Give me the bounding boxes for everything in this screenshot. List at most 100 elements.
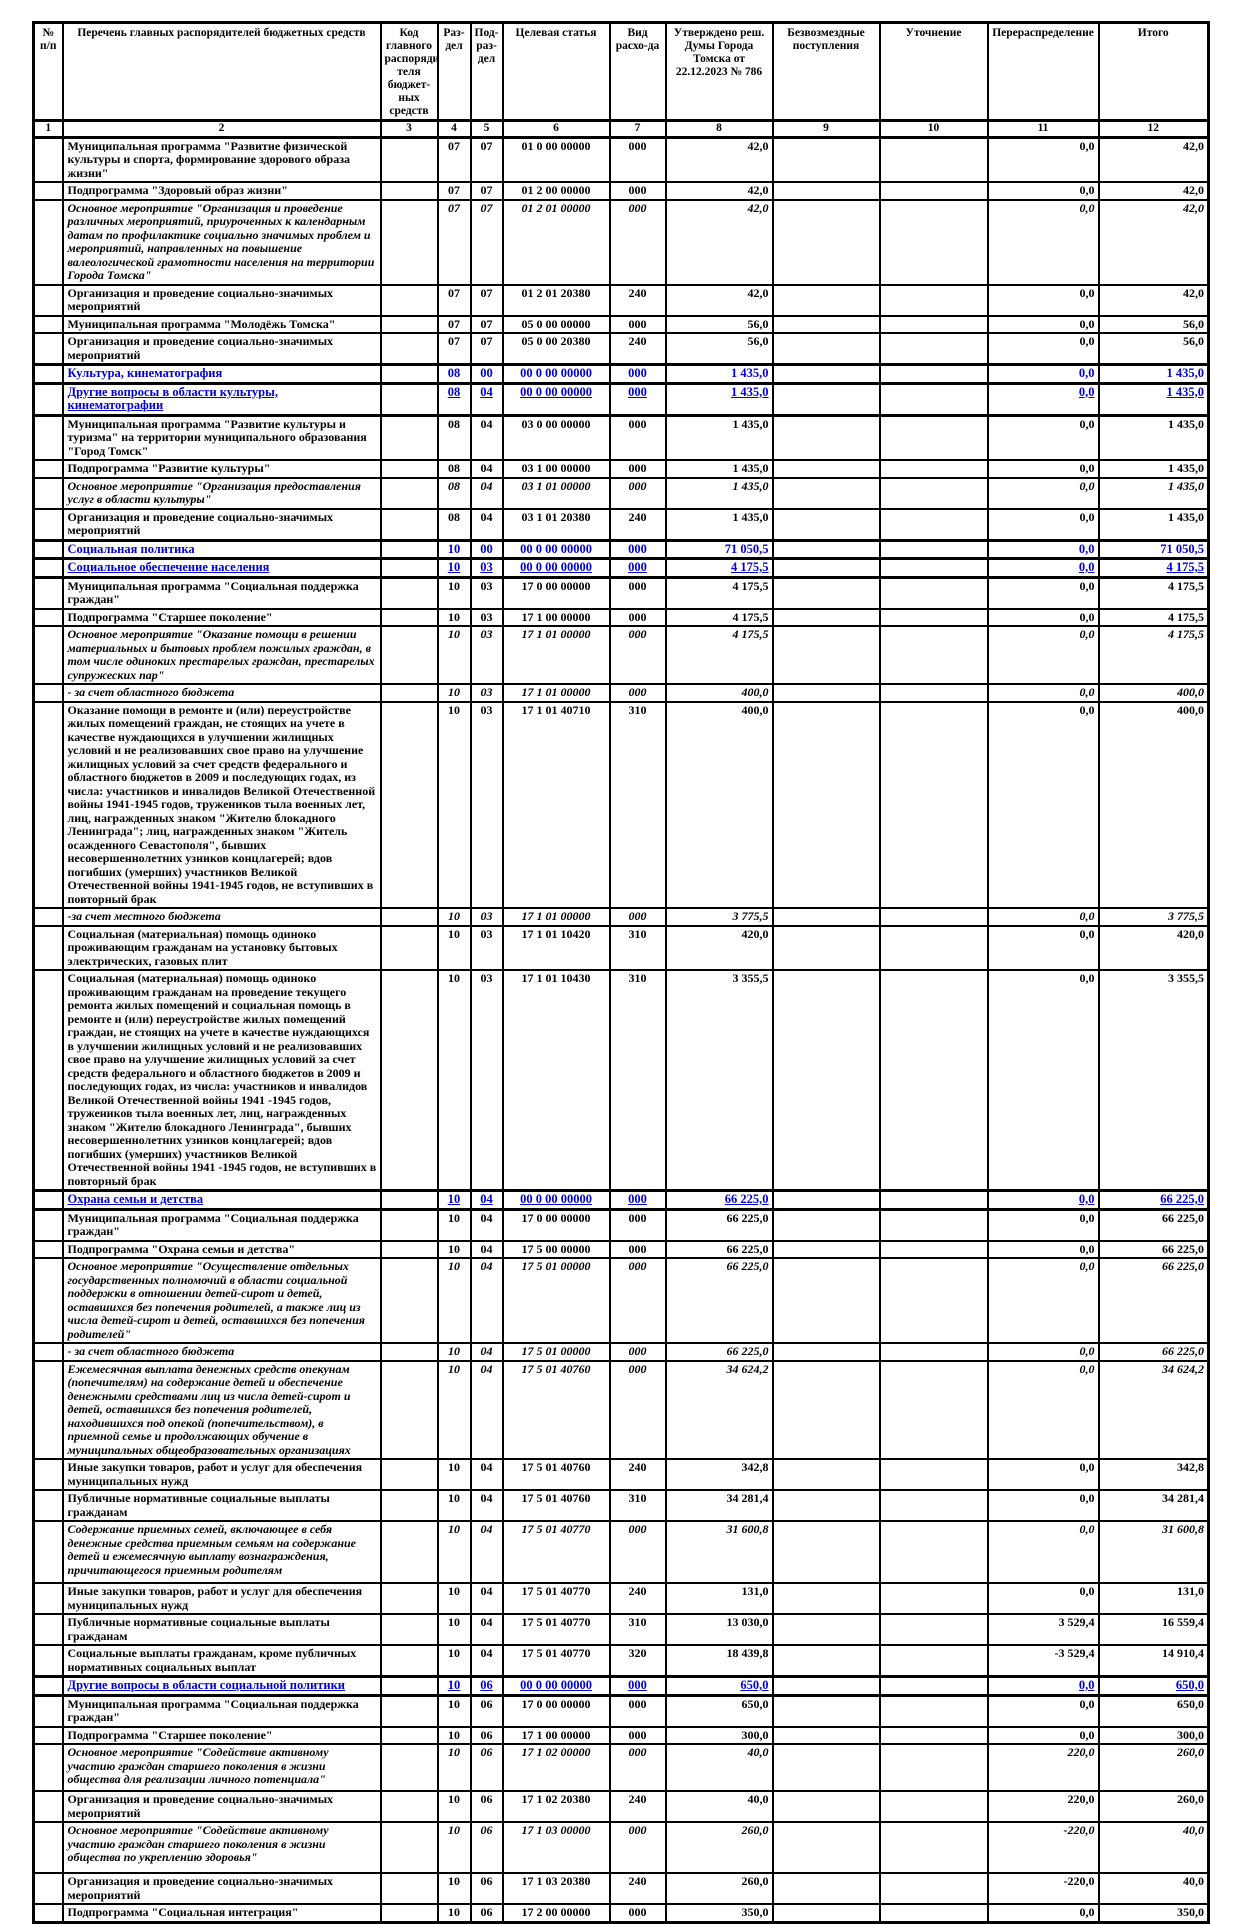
cell-row-number [32, 625, 64, 685]
cell-name: Иные закупки товаров, работ и услуг для … [61, 1458, 382, 1491]
cell-gratuitous [771, 969, 881, 1192]
cell-target-article: 17 5 01 40760 [501, 1359, 611, 1460]
col-header-gratuitous: Безвозмездные поступления [771, 21, 881, 122]
column-number-row: 1 2 3 4 5 6 7 8 9 10 11 12 [32, 119, 1210, 139]
cell-target-article: 05 0 00 00000 [501, 314, 611, 334]
cell-clarification [878, 1903, 989, 1923]
table-row: Организация и проведение социально-значи… [32, 283, 1210, 317]
cell-redistribution: 3 529,4 [986, 1613, 1100, 1646]
cell-row-number [32, 314, 64, 334]
cell-name: Иные закупки товаров, работ и услуг для … [61, 1582, 382, 1615]
cell-grbs-code [379, 625, 439, 685]
cell-expense-type: 000 [608, 414, 667, 461]
cell-redistribution: 0,0 [986, 1725, 1100, 1745]
cell-redistribution: 0,0 [986, 1489, 1100, 1522]
cell-clarification [878, 1694, 989, 1728]
cell-target-article: 00 0 00 00000 [501, 363, 611, 385]
cell-target-article: 17 1 01 00000 [501, 683, 611, 703]
cell-redistribution: 0,0 [986, 283, 1100, 317]
cell-target-article: 00 0 00 00000 [501, 381, 611, 417]
cell-total: 1 435,0 [1097, 414, 1210, 461]
cell-gratuitous [771, 924, 881, 971]
cell-gratuitous [771, 332, 881, 366]
cell-row-number [32, 1520, 64, 1584]
table-body: Муниципальная программа "Развитие физиче… [32, 136, 1210, 1923]
table-row: Публичные нормативные социальные выплаты… [32, 1613, 1210, 1646]
cell-razdel: 10 [436, 1342, 472, 1362]
cell-gratuitous [771, 283, 881, 317]
cell-gratuitous [771, 381, 881, 417]
cell-clarification [878, 683, 989, 703]
cell-name: Оказание помощи в ремонте и (или) переус… [61, 700, 382, 909]
cell-total: 16 559,4 [1097, 1613, 1210, 1646]
cell-redistribution: 0,0 [986, 1359, 1100, 1460]
column-number: 4 [436, 119, 472, 139]
cell-podrazdel: 03 [469, 576, 504, 610]
cell-razdel: 10 [436, 1694, 472, 1728]
cell-approved: 66 225,0 [664, 1239, 774, 1259]
table-row: Подпрограмма "Здоровый образ жизни" 07 0… [32, 181, 1210, 201]
cell-razdel: 10 [436, 1239, 472, 1259]
cell-razdel: 10 [436, 1520, 472, 1584]
cell-grbs-code [379, 1821, 439, 1874]
cell-podrazdel: 03 [469, 924, 504, 971]
cell-expense-type: 000 [608, 363, 667, 385]
cell-gratuitous [771, 907, 881, 927]
cell-podrazdel: 07 [469, 283, 504, 317]
cell-expense-type: 000 [608, 181, 667, 201]
cell-approved: 42,0 [664, 283, 774, 317]
cell-podrazdel: 04 [469, 1342, 504, 1362]
cell-clarification [878, 625, 989, 685]
cell-podrazdel: 04 [469, 1582, 504, 1615]
cell-approved: 66 225,0 [664, 1342, 774, 1362]
table-row: Подпрограмма "Старшее поколение" 10 03 1… [32, 607, 1210, 627]
cell-expense-type: 000 [608, 907, 667, 927]
cell-grbs-code [379, 381, 439, 417]
cell-expense-type: 000 [608, 1189, 667, 1211]
cell-total: 56,0 [1097, 314, 1210, 334]
cell-row-number [32, 1903, 64, 1923]
table-row: Муниципальная программа "Социальная подд… [32, 1208, 1210, 1242]
cell-expense-type: 000 [608, 476, 667, 510]
cell-razdel: 10 [436, 1644, 472, 1678]
cell-row-number [32, 924, 64, 971]
cell-approved: 650,0 [664, 1675, 774, 1697]
cell-total: 420,0 [1097, 924, 1210, 971]
cell-row-number [32, 1189, 64, 1211]
cell-razdel: 10 [436, 625, 472, 685]
cell-grbs-code [379, 969, 439, 1192]
cell-razdel: 10 [436, 1872, 472, 1905]
cell-grbs-code [379, 557, 439, 579]
cell-grbs-code [379, 507, 439, 541]
cell-redistribution: 0,0 [986, 1903, 1100, 1923]
cell-total: 4 175,5 [1097, 557, 1210, 579]
cell-expense-type: 240 [608, 283, 667, 317]
cell-target-article: 17 1 01 10430 [501, 969, 611, 1192]
cell-row-number [32, 363, 64, 385]
cell-name: Ежемесячная выплата денежных средств опе… [61, 1359, 382, 1460]
table-row: Подпрограмма "Развитие культуры" 08 04 0… [32, 459, 1210, 479]
cell-target-article: 17 1 01 10420 [501, 924, 611, 971]
cell-row-number [32, 907, 64, 927]
cell-total: 66 225,0 [1097, 1257, 1210, 1344]
cell-row-number [32, 683, 64, 703]
cell-approved: 650,0 [664, 1694, 774, 1728]
cell-grbs-code [379, 1208, 439, 1242]
cell-name: Муниципальная программа "Социальная подд… [61, 576, 382, 610]
cell-grbs-code [379, 907, 439, 927]
column-number: 7 [608, 119, 667, 139]
cell-approved: 66 225,0 [664, 1257, 774, 1344]
cell-redistribution: -220,0 [986, 1821, 1100, 1874]
table-row: Основное мероприятие "Организация и пров… [32, 198, 1210, 286]
cell-approved: 13 030,0 [664, 1613, 774, 1646]
cell-podrazdel: 06 [469, 1821, 504, 1874]
cell-clarification [878, 181, 989, 201]
cell-clarification [878, 1821, 989, 1874]
cell-expense-type: 000 [608, 1903, 667, 1923]
cell-name: Основное мероприятие "Осуществление отде… [61, 1257, 382, 1344]
cell-clarification [878, 969, 989, 1192]
cell-approved: 1 435,0 [664, 363, 774, 385]
cell-name: Культура, кинематография [61, 363, 382, 385]
cell-total: 14 910,4 [1097, 1644, 1210, 1678]
cell-podrazdel: 04 [469, 381, 504, 417]
